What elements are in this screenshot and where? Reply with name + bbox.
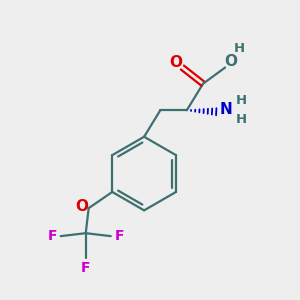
- Text: H: H: [236, 94, 247, 107]
- Text: O: O: [76, 199, 89, 214]
- Text: H: H: [236, 112, 247, 126]
- Text: F: F: [81, 261, 91, 274]
- Text: H: H: [234, 42, 245, 55]
- Text: N: N: [220, 102, 232, 117]
- Text: O: O: [169, 55, 182, 70]
- Text: F: F: [48, 229, 57, 243]
- Text: O: O: [224, 54, 237, 69]
- Text: F: F: [114, 229, 124, 243]
